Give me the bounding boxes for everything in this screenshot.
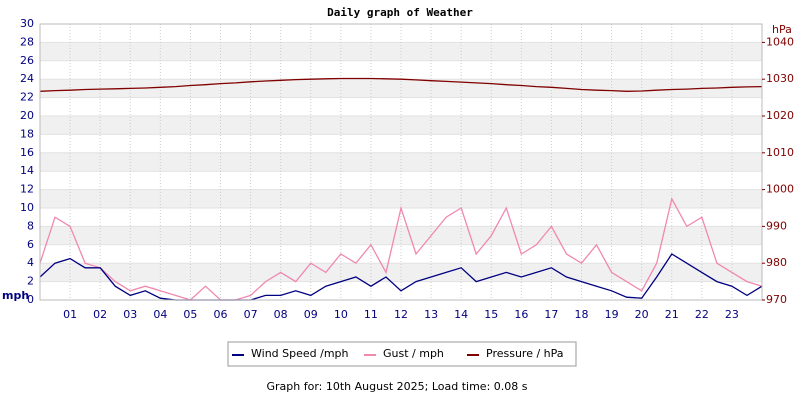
x-tick-label: 06 bbox=[214, 308, 228, 321]
y2-tick-label: 990 bbox=[766, 219, 787, 232]
legend-label: Pressure / hPa bbox=[486, 347, 564, 360]
x-tick-label: 05 bbox=[183, 308, 197, 321]
y2-tick-label: 1020 bbox=[766, 109, 794, 122]
y-tick-label: 16 bbox=[20, 146, 34, 159]
chart-title: Daily graph of Weather bbox=[327, 6, 473, 19]
y-tick-label: 18 bbox=[20, 127, 34, 140]
x-tick-label: 07 bbox=[244, 308, 258, 321]
x-tick-label: 18 bbox=[575, 308, 589, 321]
y-tick-label: 10 bbox=[20, 201, 34, 214]
y2-tick-label: 1030 bbox=[766, 72, 794, 85]
series-line bbox=[39, 196, 763, 301]
legend: Wind Speed /mph Gust / mph Pressure / hPa bbox=[232, 347, 564, 360]
x-tick-label: 22 bbox=[695, 308, 709, 321]
y-tick-label: 24 bbox=[20, 72, 34, 85]
grid-band bbox=[40, 116, 762, 135]
y2-tick-label: 1010 bbox=[766, 146, 794, 159]
x-tick-label: 08 bbox=[274, 308, 288, 321]
x-tick-label: 13 bbox=[424, 308, 438, 321]
y-tick-label: 12 bbox=[20, 183, 34, 196]
y2-axis-label: hPa bbox=[772, 23, 792, 36]
x-tick-label: 19 bbox=[605, 308, 619, 321]
x-tick-label: 16 bbox=[514, 308, 528, 321]
y-tick-label: 6 bbox=[27, 238, 34, 251]
y-tick-label: 0 bbox=[27, 293, 34, 306]
grid-band bbox=[40, 263, 762, 282]
x-tick-label: 03 bbox=[123, 308, 137, 321]
x-tick-label: 23 bbox=[725, 308, 739, 321]
x-tick-label: 11 bbox=[364, 308, 378, 321]
y-tick-label: 30 bbox=[20, 17, 34, 30]
legend-label: Gust / mph bbox=[383, 347, 444, 360]
x-tick-label: 20 bbox=[635, 308, 649, 321]
x-tick-label: 21 bbox=[665, 308, 679, 321]
x-tick-label: 12 bbox=[394, 308, 408, 321]
x-tick-label: 09 bbox=[304, 308, 318, 321]
series-line bbox=[39, 77, 763, 92]
lines bbox=[39, 77, 763, 301]
y-tick-label: 4 bbox=[27, 256, 34, 269]
x-tick-label: 04 bbox=[153, 308, 167, 321]
y2-tick-label: 970 bbox=[766, 293, 787, 306]
x-tick-label: 14 bbox=[454, 308, 468, 321]
legend-label: Wind Speed /mph bbox=[251, 347, 349, 360]
series-line bbox=[39, 253, 763, 301]
x-tick-label: 02 bbox=[93, 308, 107, 321]
legend-box bbox=[227, 341, 577, 367]
footer: Graph for: 10th August 2025; Load time: … bbox=[267, 380, 528, 393]
y-axis-label: mph bbox=[2, 289, 29, 302]
x-tick-label: 01 bbox=[63, 308, 77, 321]
y2-tick-label: 980 bbox=[766, 256, 787, 269]
y-tick-label: 22 bbox=[20, 91, 34, 104]
x-tick-label: 17 bbox=[544, 308, 558, 321]
y-tick-label: 20 bbox=[20, 109, 34, 122]
y-tick-label: 14 bbox=[20, 164, 34, 177]
y2-tick-label: 1000 bbox=[766, 183, 794, 196]
x-tick-label: 10 bbox=[334, 308, 348, 321]
grid-band bbox=[40, 226, 762, 245]
y2-tick-label: 1040 bbox=[766, 35, 794, 48]
y-tick-label: 8 bbox=[27, 219, 34, 232]
y-tick-label: 2 bbox=[27, 275, 34, 288]
plot-border bbox=[39, 23, 763, 301]
y-tick-label: 28 bbox=[20, 35, 34, 48]
x-tick-label: 15 bbox=[484, 308, 498, 321]
y-tick-label: 26 bbox=[20, 54, 34, 67]
